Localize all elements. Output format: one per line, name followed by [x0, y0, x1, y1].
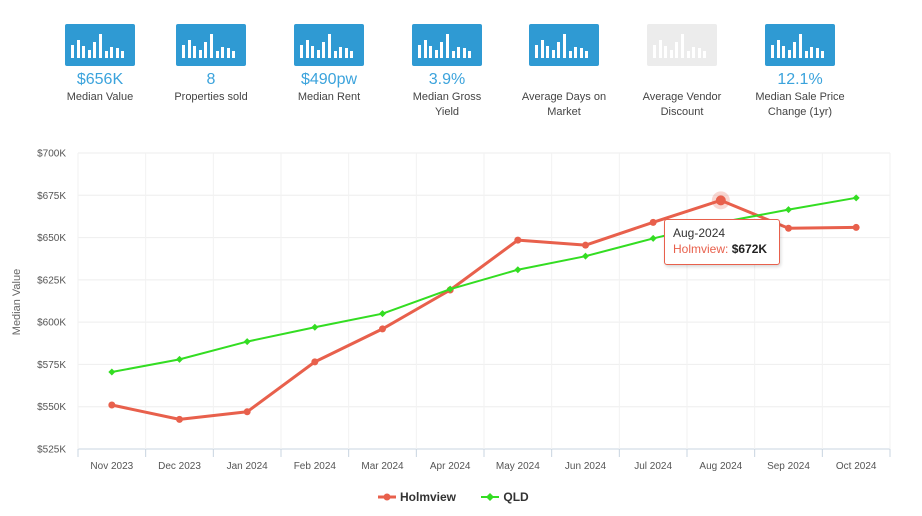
bar-chart-icon [294, 24, 364, 66]
legend-item-qld[interactable]: QLD [481, 490, 529, 504]
data-point-highlighted [715, 195, 726, 206]
data-point [514, 236, 522, 244]
x-tick-label: Sep 2024 [767, 461, 810, 472]
chart-legend: Holmview QLD [378, 490, 551, 504]
stat-average-vendor-discount[interactable]: Average Vendor Discount [622, 24, 742, 120]
stat-label: Properties sold [174, 91, 248, 103]
x-tick-label: Jun 2024 [565, 461, 607, 472]
stat-label: Average Days on Market [521, 91, 607, 118]
x-tick-label: Jan 2024 [227, 461, 269, 472]
legend-item-holmview[interactable]: Holmview [378, 490, 456, 504]
x-tick-label: Oct 2024 [836, 461, 877, 472]
legend-label: QLD [503, 490, 529, 504]
data-point [311, 323, 319, 331]
data-point [176, 415, 183, 423]
data-point [649, 218, 657, 226]
stat-median-gross-yield[interactable]: 3.9% Median Gross Yield [387, 24, 507, 120]
bar-chart-icon [765, 24, 835, 66]
stat-label: Average Vendor Discount [642, 91, 722, 118]
x-tick-label: Nov 2023 [90, 461, 133, 472]
data-point [108, 368, 116, 376]
bar-chart-icon [176, 24, 246, 66]
data-point [243, 408, 251, 416]
x-tick-label: May 2024 [496, 461, 540, 472]
y-tick-label: $675K [37, 191, 66, 202]
stat-median-sale-price-change[interactable]: 12.1% Median Sale Price Change (1yr) [740, 24, 860, 120]
legend-label: Holmview [400, 490, 457, 504]
stat-label: Median Sale Price Change (1yr) [755, 91, 845, 118]
data-point [176, 355, 183, 363]
tooltip-series-name: Holmview: [673, 242, 729, 256]
y-tick-label: $550K [37, 402, 66, 413]
y-tick-label: $625K [37, 275, 66, 286]
data-point [852, 223, 860, 231]
tooltip-title: Aug-2024 [673, 226, 726, 240]
data-point [311, 358, 319, 366]
stat-average-days-on-market[interactable]: Average Days on Market [504, 24, 624, 120]
y-tick-label: $700K [37, 149, 66, 160]
y-tick-label: $525K [37, 445, 66, 456]
x-tick-label: Apr 2024 [430, 461, 471, 472]
stat-label: Median Value [66, 91, 134, 103]
tooltip-value: $672K [731, 242, 768, 256]
stat-label: Median Gross Yield [412, 91, 482, 118]
bar-chart-icon [647, 24, 717, 66]
data-point [785, 206, 792, 214]
data-point [649, 234, 657, 242]
data-point [785, 224, 792, 232]
y-axis-title: Median Value [11, 269, 23, 335]
data-point [582, 241, 589, 249]
stat-properties-sold[interactable]: 8 Properties sold [151, 24, 271, 105]
series-line-holmview [111, 198, 857, 421]
stat-value: $656K [76, 71, 124, 88]
y-tick-label: $575K [37, 360, 66, 371]
x-tick-label: Feb 2024 [294, 461, 337, 472]
data-point [108, 401, 116, 409]
stat-median-value[interactable]: $656K Median Value [40, 24, 160, 105]
x-tick-label: Mar 2024 [361, 461, 404, 472]
data-point [514, 266, 522, 274]
data-point [446, 285, 454, 293]
data-point [379, 310, 386, 318]
stat-value: 3.9% [428, 71, 466, 88]
data-point-tooltip: Aug-2024 Holmview: $672K [664, 219, 780, 265]
stat-value: 12.1% [777, 71, 823, 88]
x-tick-label: Jul 2024 [634, 461, 672, 472]
stat-median-rent[interactable]: $490pw Median Rent [269, 24, 389, 105]
data-point [243, 338, 251, 346]
bar-chart-icon [529, 24, 599, 66]
stat-value: $490pw [300, 71, 358, 88]
x-tick-label: Aug 2024 [699, 461, 742, 472]
data-point [852, 194, 860, 202]
data-point [379, 325, 386, 333]
data-point [582, 252, 589, 260]
stat-label: Median Rent [297, 91, 361, 103]
bar-chart-icon [412, 24, 482, 66]
bar-chart-icon [65, 24, 135, 66]
y-tick-label: $600K [37, 318, 66, 329]
stat-value: 8 [206, 71, 216, 88]
y-tick-label: $650K [37, 233, 66, 244]
x-tick-label: Dec 2023 [158, 461, 201, 472]
